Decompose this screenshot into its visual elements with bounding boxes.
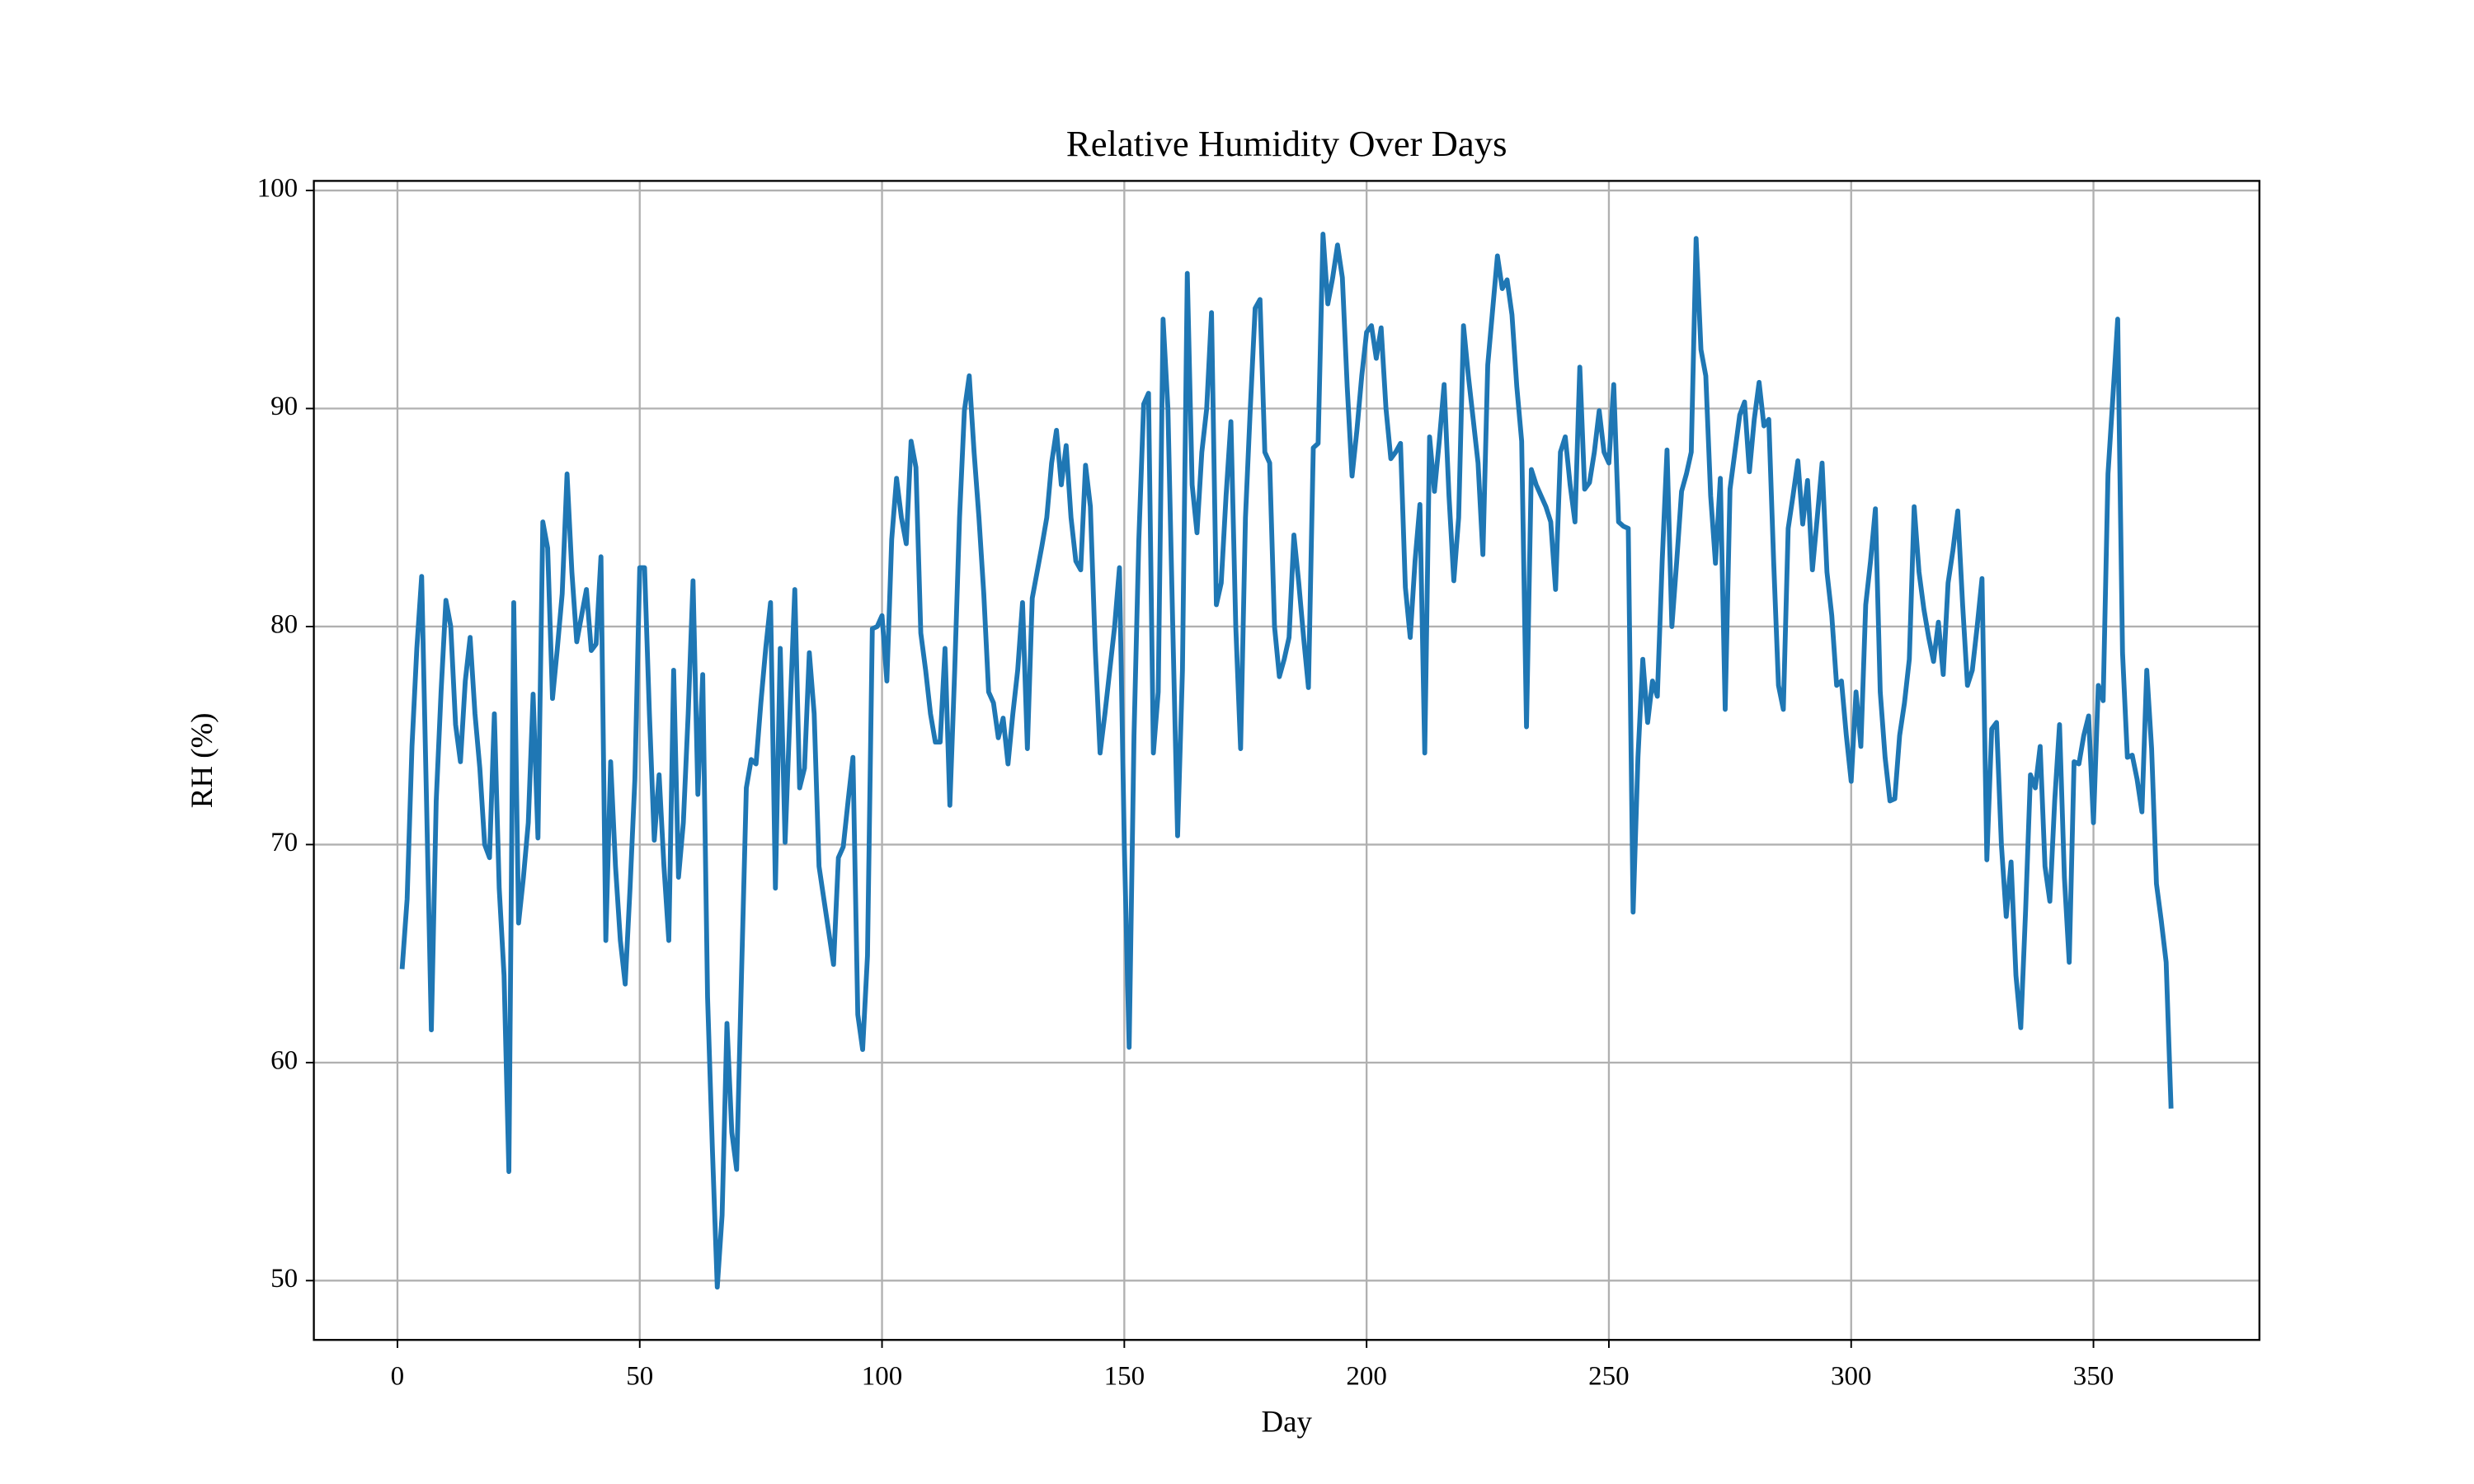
y-tick-label: 60	[270, 1045, 298, 1075]
x-tick-label: 100	[862, 1361, 903, 1391]
x-tick-label: 150	[1104, 1361, 1145, 1391]
plot-layer	[399, 232, 2174, 1290]
y-axis-label: RH (%)	[185, 712, 219, 808]
x-tick-label: 0	[391, 1361, 405, 1391]
y-tick-label: 100	[257, 174, 298, 204]
x-tick-label: 200	[1346, 1361, 1387, 1391]
axes-layer: 0 50 100 150 200 250 300 350 50 60 70 80 90 100	[257, 174, 2114, 1392]
x-tick-label: 300	[1831, 1361, 1872, 1391]
x-tick-label: 50	[626, 1361, 653, 1391]
x-tick-label: 350	[2073, 1361, 2114, 1391]
plot-frame	[313, 180, 2260, 1341]
chart-title: Relative Humidity Over Days	[1066, 123, 1507, 164]
x-axis-label: Day	[1261, 1405, 1312, 1439]
y-tick-label: 50	[270, 1264, 298, 1294]
y-tick-label: 80	[270, 610, 298, 640]
data-line	[399, 232, 2174, 1290]
y-tick-label: 70	[270, 828, 298, 857]
x-tick-label: 250	[1588, 1361, 1630, 1391]
y-tick-label: 90	[270, 392, 298, 421]
